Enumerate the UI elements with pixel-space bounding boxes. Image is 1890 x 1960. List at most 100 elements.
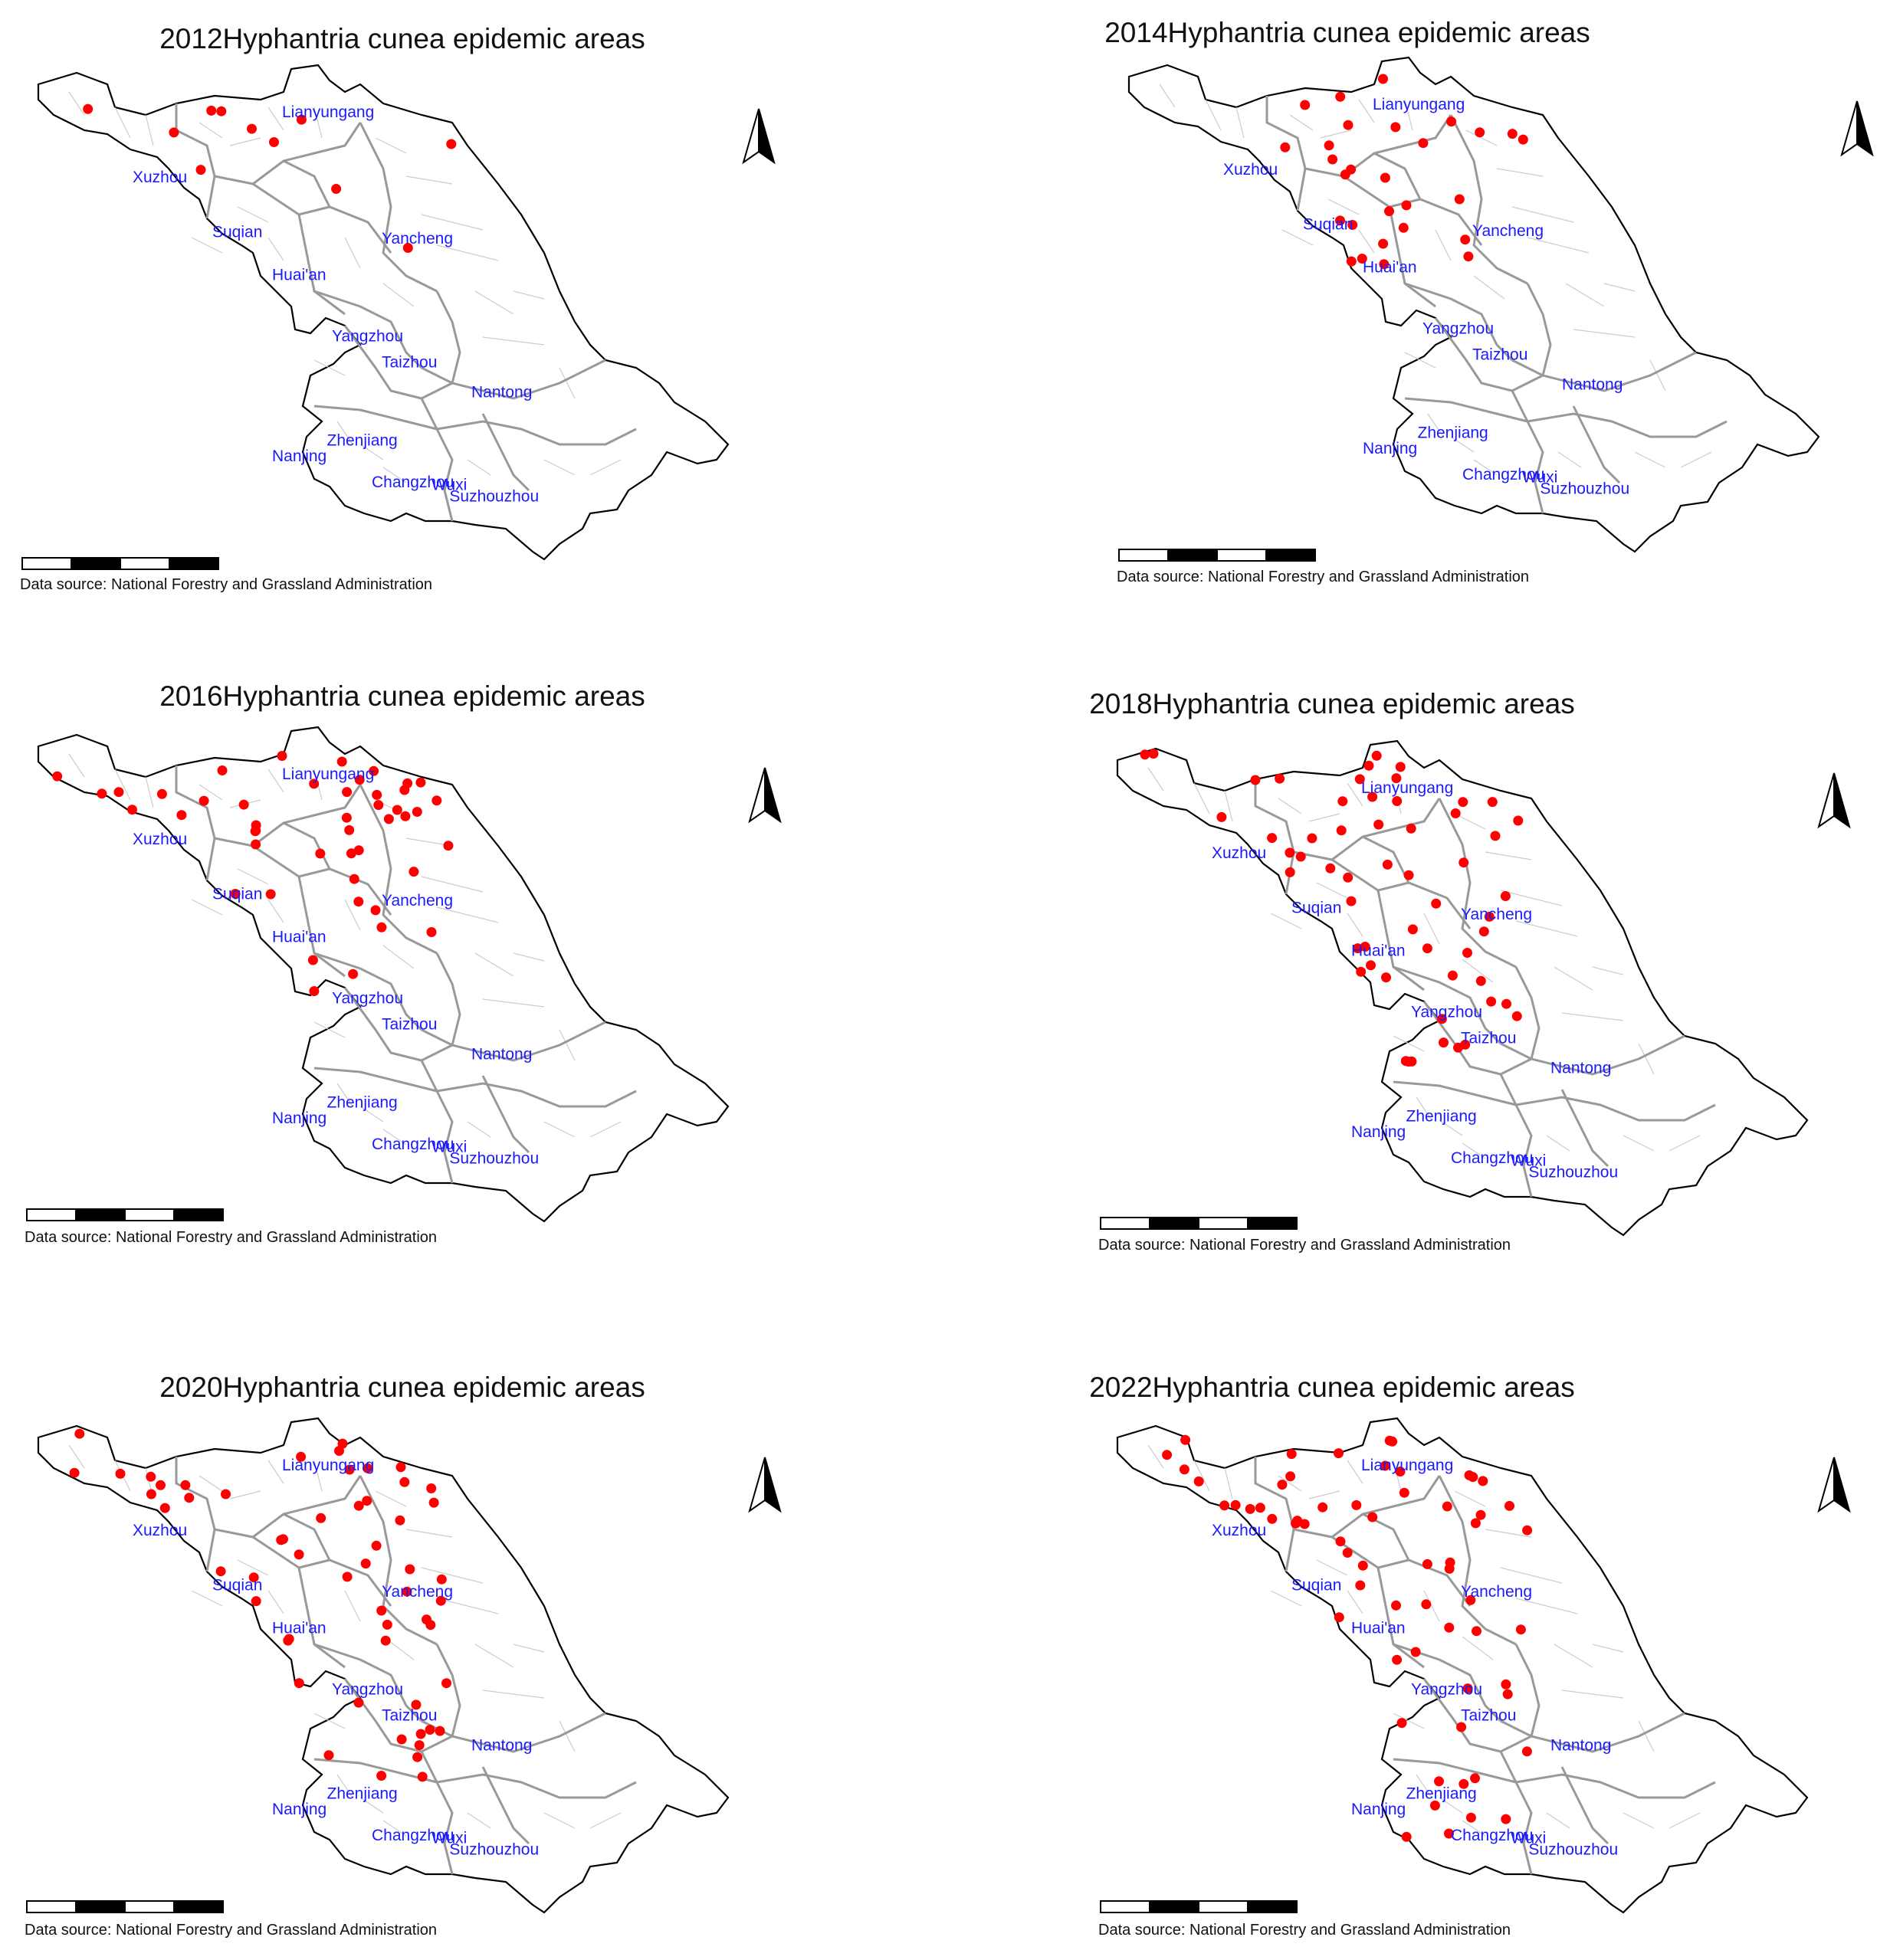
city-label: Nantong [1550,1737,1611,1755]
epidemic-point [1324,140,1334,151]
epidemic-point [1275,773,1285,784]
jiangsu-map: Lianyungang Xuzhou Suqian Yancheng Huai'an Ya… [37,64,730,561]
county-boundary [382,945,415,969]
epidemic-point [1478,926,1489,937]
epidemic-point [1422,943,1432,954]
epidemic-point [1317,1502,1328,1513]
county-boundary [1450,436,1475,453]
epidemic-point [97,788,107,799]
county-boundary [1638,1043,1655,1075]
epidemic-point [411,1699,422,1710]
county-boundary [1393,1713,1425,1729]
scale-bar [1100,1217,1298,1230]
epidemic-point [1346,164,1357,175]
epidemic-point [217,765,228,775]
epidemic-point [417,1772,428,1782]
city-label: Nanjing [1351,1801,1406,1818]
county-boundary [344,899,361,931]
epidemic-point [1463,251,1474,262]
epidemic-point [169,127,179,138]
city-label: Wuxi [431,476,467,493]
epidemic-point [1379,259,1390,270]
epidemic-point [1285,1471,1296,1482]
epidemic-point [1380,1460,1390,1471]
county-boundary [1462,1636,1494,1660]
epidemic-point [221,1489,231,1499]
county-boundary [1281,229,1314,246]
epidemic-point [1486,996,1497,1007]
city-label: Lianyungang [1361,1457,1453,1474]
city-label: Yangzhou [332,990,403,1008]
epidemic-point [1456,1722,1467,1732]
city-label: Xuzhou [133,1522,187,1539]
city-label: Suzhouzhou [449,488,539,506]
county-boundary [1159,84,1176,108]
epidemic-point [215,1566,226,1577]
county-boundary [1561,1690,1624,1699]
epidemic-point [409,867,419,877]
city-label: Suqian [1303,216,1353,234]
epidemic-point [1291,1518,1301,1529]
epidemic-point [199,795,209,806]
epidemic-point [1458,797,1468,808]
county-boundary [1435,229,1452,261]
county-boundary [1500,1567,1563,1584]
epidemic-point [1255,1503,1265,1513]
county-boundary [405,175,453,185]
city-label: Huai'an [272,267,326,284]
county-boundary [199,784,223,801]
county-boundary [1416,1096,1432,1121]
epidemic-point [1337,796,1348,807]
city-label: Lianyungang [282,1457,374,1474]
epidemic-point [1399,1487,1409,1498]
epidemic-point [400,811,411,821]
epidemic-point [1515,1624,1526,1635]
county-boundary [237,206,269,223]
county-boundary [375,137,407,154]
city-boundary [1404,397,1528,423]
county-boundary [1465,129,1498,146]
county-boundary [1592,1644,1624,1653]
epidemic-point [370,905,381,916]
county-boundary [336,1083,353,1107]
city-label: Suqian [1291,1577,1341,1595]
epidemic-point [1465,1595,1476,1605]
city-label: Nantong [1562,376,1623,394]
jiangsu-map: Lianyungang Xuzhou Suqian Yancheng Huai'an Ya… [37,1417,730,1914]
epidemic-point [1335,215,1345,226]
city-label: Huai'an [1351,942,1406,960]
epidemic-point [1382,859,1393,870]
epidemic-point [1277,1480,1288,1490]
epidemic-point [309,778,320,789]
city-label: Xuzhou [1212,1522,1266,1539]
epidemic-point [436,1574,447,1585]
epidemic-point [376,1771,387,1781]
county-boundary [267,899,284,923]
county-boundary [1308,1490,1340,1499]
county-boundary [229,137,261,146]
city-label: Nanjing [272,1109,326,1127]
epidemic-point [1442,1501,1452,1512]
city-boundary [1362,835,1410,883]
city-boundary [1514,1644,1541,1737]
map-panel-2016: 2016Hyphantria cunea epidemic areas Lian… [0,653,945,1306]
county-boundary [405,1529,453,1538]
county-boundary [559,367,576,399]
county-boundary [382,1820,407,1837]
epidemic-point [1230,1499,1241,1510]
city-boundary [1285,1529,1295,1572]
city-boundary [313,1067,438,1093]
north-arrow-icon [742,108,776,165]
county-boundary [1320,129,1352,139]
north-arrow-icon [748,1457,782,1513]
city-boundary [1393,965,1502,1045]
county-boundary [1224,790,1233,822]
epidemic-point [216,106,227,116]
county-boundary [359,444,384,461]
epidemic-point [1216,811,1227,822]
epidemic-point [1460,1039,1471,1050]
epidemic-point [1501,1679,1511,1690]
county-boundary [589,459,622,476]
epidemic-point [1429,1800,1440,1811]
map-panel-2014: 2014Hyphantria cunea epidemic areas Lian… [945,0,1890,653]
